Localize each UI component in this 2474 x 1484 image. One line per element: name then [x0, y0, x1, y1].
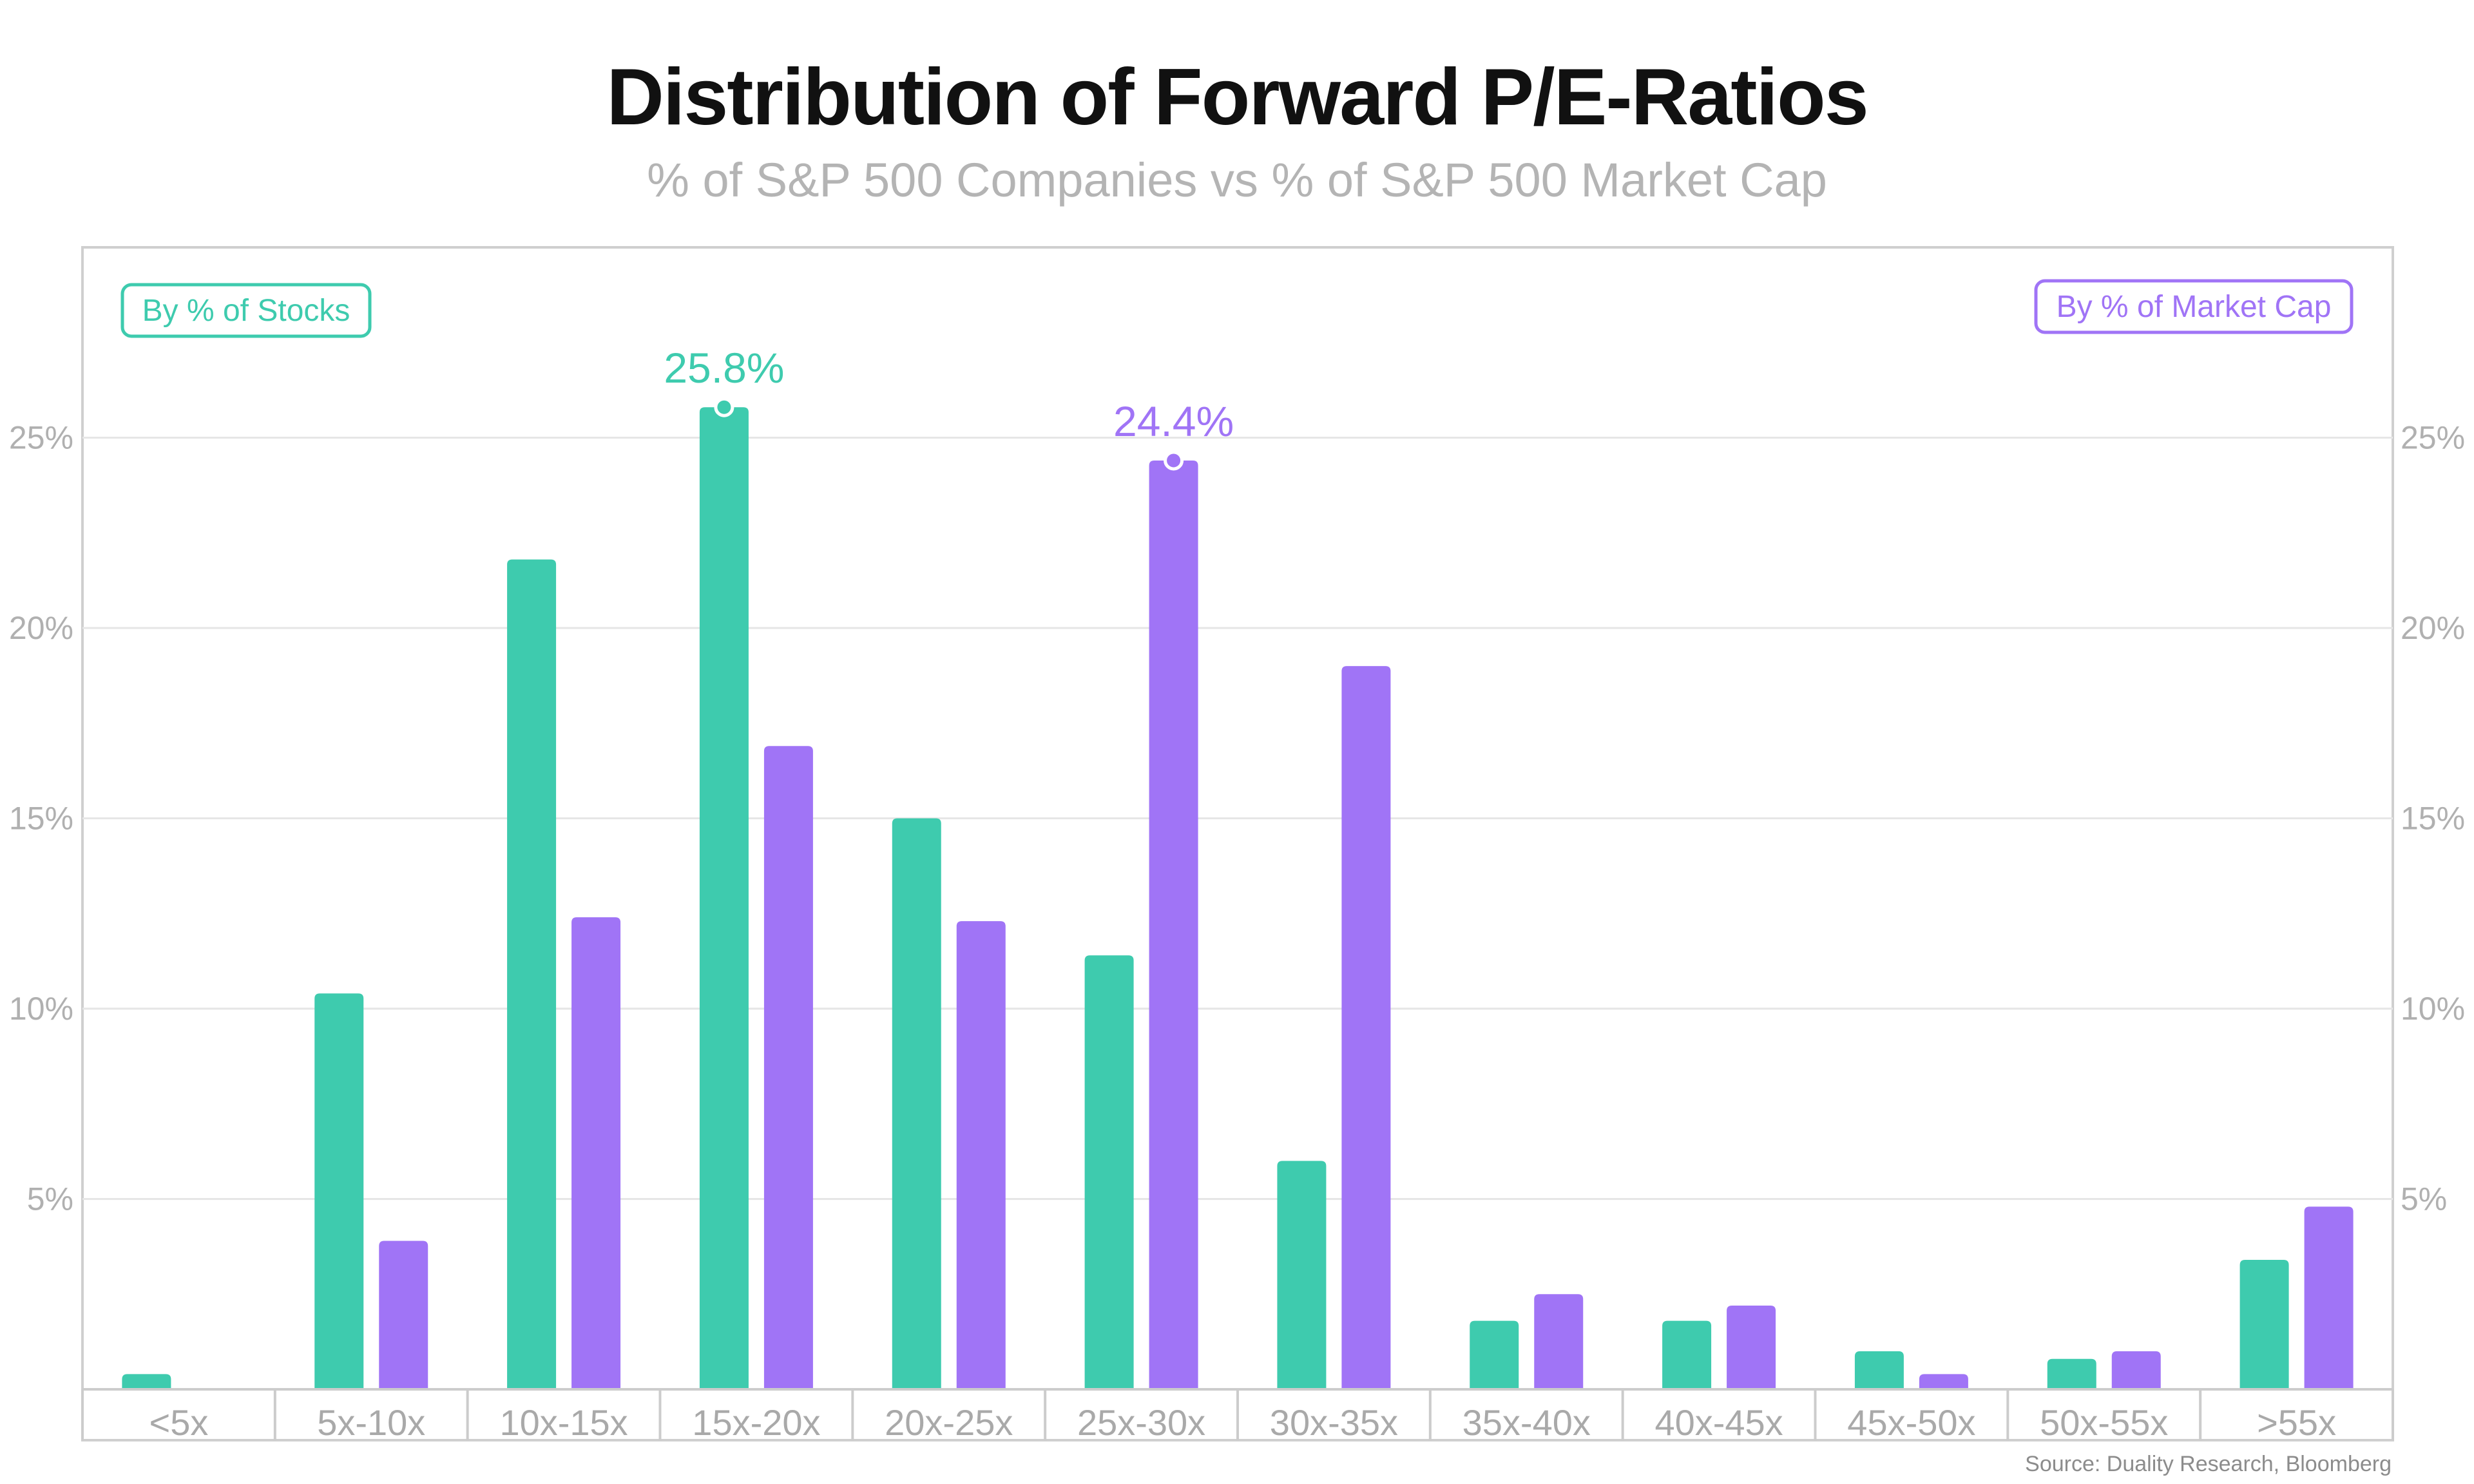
peak-label: 25.8% — [664, 344, 784, 392]
y-tick-label-right: 25% — [2401, 420, 2465, 456]
y-tick-label-left: 5% — [27, 1181, 73, 1217]
x-tick-label: 50x-55x — [2040, 1402, 2168, 1443]
chart-title: Distribution of Forward P/E-Ratios — [606, 53, 1867, 142]
x-tick-label: 40x-45x — [1654, 1402, 1783, 1443]
x-tick-label: 20x-25x — [885, 1402, 1013, 1443]
bar-stocks — [1470, 1320, 1519, 1389]
legend-stocks-box — [120, 283, 372, 338]
y-tick-label-right: 20% — [2401, 610, 2465, 646]
chart-subtitle: % of S&P 500 Companies vs % of S&P 500 M… — [647, 153, 1827, 207]
peak-marker — [1164, 450, 1184, 471]
y-tick-label-left: 10% — [9, 991, 73, 1027]
bar-market-cap — [2111, 1351, 2161, 1389]
source-note: Source: Duality Research, Bloomberg — [2025, 1452, 2392, 1476]
y-tick-label-right: 15% — [2401, 801, 2465, 837]
bar-market-cap — [1149, 460, 1198, 1390]
bar-stocks — [1084, 955, 1134, 1389]
bar-stocks — [122, 1374, 171, 1389]
bar-market-cap — [1919, 1374, 1968, 1389]
bar-stocks — [2239, 1260, 2289, 1389]
bar-market-cap — [1341, 666, 1391, 1389]
x-tick-label: 35x-40x — [1462, 1402, 1591, 1443]
y-tick-label-right: 5% — [2401, 1181, 2447, 1217]
x-tick-label: >55x — [2257, 1402, 2336, 1443]
x-tick-label: 10x-15x — [499, 1402, 628, 1443]
x-tick-label: 15x-20x — [692, 1402, 820, 1443]
y-tick-label-left: 15% — [9, 801, 73, 837]
bar-market-cap — [1727, 1305, 1776, 1389]
bar-market-cap — [2304, 1206, 2354, 1389]
bar-stocks — [1277, 1161, 1327, 1389]
x-tick-label: 30x-35x — [1270, 1402, 1398, 1443]
bar-stocks — [1854, 1351, 1904, 1389]
bar-market-cap — [379, 1241, 428, 1389]
legend-market-cap: By % of Market Cap — [2034, 279, 2354, 334]
plot-frame — [81, 246, 2394, 1441]
peak-annotations: 25.8% 24.4% — [664, 344, 1234, 471]
bar-stocks — [1662, 1320, 1712, 1389]
x-axis: <5x 5x-10x 10x-15x 15x-20x 20x-25x 25x-30x 30x… — [81, 1388, 2394, 1443]
y-tick-label-left: 20% — [9, 610, 73, 646]
peak-label: 24.4% — [1113, 397, 1234, 445]
grid-lines — [82, 437, 2393, 1200]
x-tick-label: <5x — [149, 1402, 208, 1443]
bar-market-cap — [571, 917, 621, 1389]
bars — [122, 407, 2354, 1390]
bar-stocks — [2047, 1358, 2096, 1389]
bar-market-cap — [1534, 1294, 1584, 1389]
x-tick-label: 5x-10x — [317, 1402, 425, 1443]
y-axis-ticks: 5% 5% 10% 10% 15% 15% 20% 20% 25% 25% — [9, 420, 2465, 1217]
bar-stocks — [507, 559, 557, 1389]
bar-market-cap — [763, 746, 813, 1389]
bar-stocks — [314, 993, 364, 1389]
legend-stocks-label: By % of Stocks — [142, 294, 350, 328]
y-tick-label-left: 25% — [9, 420, 73, 456]
legend-market-cap-box — [2034, 279, 2354, 334]
bar-stocks — [892, 818, 941, 1389]
peak-marker — [714, 397, 734, 417]
x-tick-label: 45x-50x — [1847, 1402, 1975, 1443]
bar-market-cap — [956, 921, 1006, 1389]
legend-stocks: By % of Stocks — [120, 283, 372, 338]
bar-stocks — [699, 407, 749, 1389]
x-tick-label: 25x-30x — [1077, 1402, 1205, 1443]
legend-market-cap-label: By % of Market Cap — [2057, 290, 2332, 324]
y-tick-label-right: 10% — [2401, 991, 2465, 1027]
